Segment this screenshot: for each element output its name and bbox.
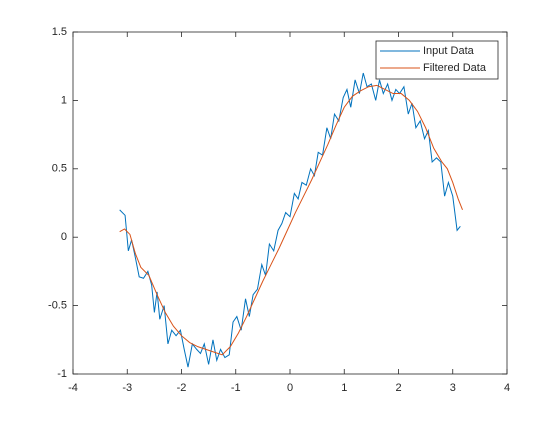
y-tick-label: 0.5 bbox=[52, 163, 67, 175]
data-line bbox=[119, 84, 463, 356]
x-tick-label: -2 bbox=[177, 382, 187, 394]
x-tick-label: -3 bbox=[122, 382, 132, 394]
y-tick-label: 1 bbox=[61, 94, 67, 106]
x-tick-label: -4 bbox=[68, 382, 78, 394]
data-line bbox=[119, 72, 461, 368]
legend-label: Input Data bbox=[423, 45, 475, 57]
x-tick-label: -1 bbox=[231, 382, 241, 394]
legend-box bbox=[375, 40, 499, 80]
x-tick-label: 3 bbox=[450, 382, 456, 394]
x-tick-label: 0 bbox=[287, 382, 293, 394]
y-tick-label: 0 bbox=[61, 231, 67, 243]
legend-label: Filtered Data bbox=[423, 62, 487, 74]
y-tick-label: 1.5 bbox=[52, 26, 67, 38]
y-tick-label: -1 bbox=[57, 368, 67, 380]
y-tick-label: -0.5 bbox=[48, 300, 67, 312]
plot-area bbox=[72, 31, 508, 375]
x-tick-label: 4 bbox=[504, 382, 510, 394]
x-tick-label: 1 bbox=[341, 382, 347, 394]
x-tick-label: 2 bbox=[395, 382, 401, 394]
